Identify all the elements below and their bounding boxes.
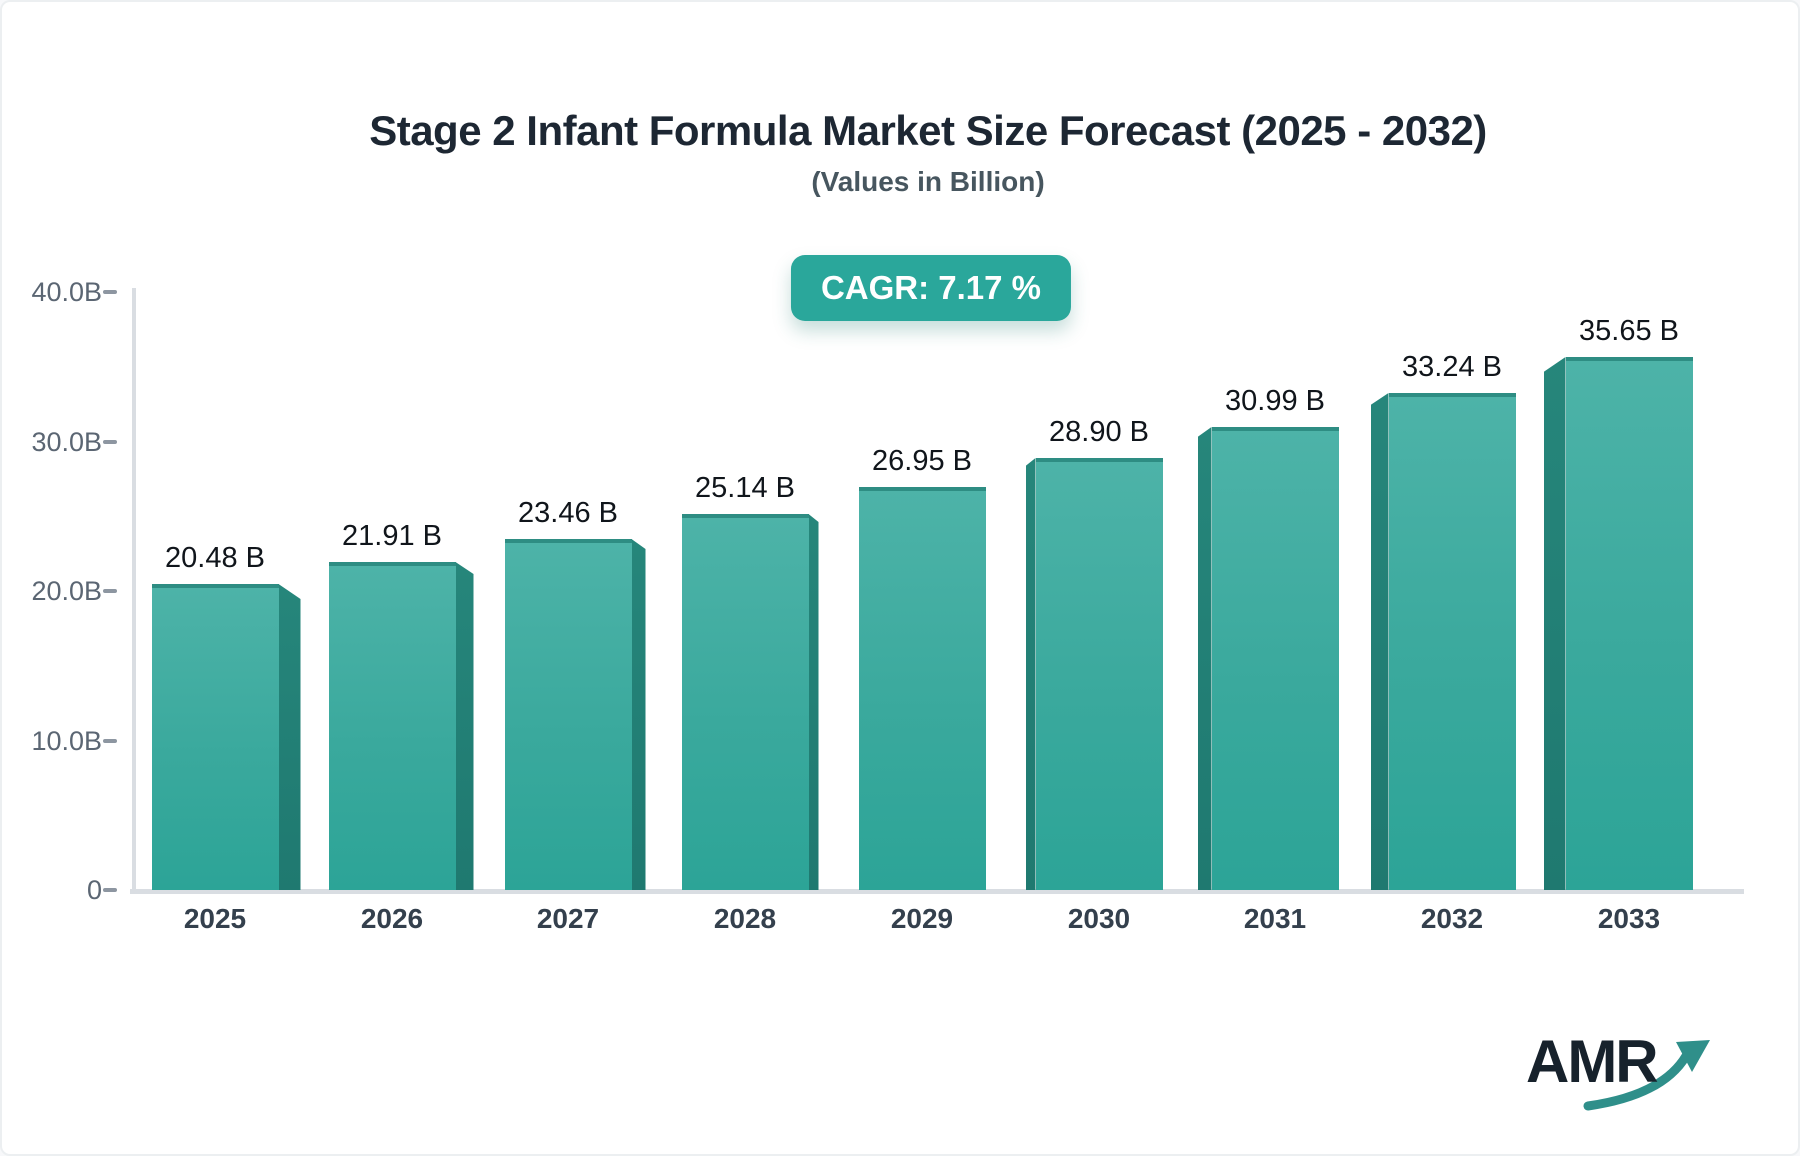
- x-axis-line: [130, 889, 1744, 894]
- bar-side-face-2033: [1543, 357, 1566, 890]
- x-axis-label-2027: 2027: [536, 903, 600, 934]
- bar-value-label-2031: 30.99 B: [1225, 385, 1325, 417]
- bar-side-face-2028: [808, 514, 819, 890]
- amr-logo: AMR: [1526, 1032, 1726, 1118]
- growth-arrow-icon: [1583, 1040, 1710, 1111]
- bar-value-label-2033: 35.65 B: [1579, 315, 1679, 347]
- bar-2033: [1565, 357, 1693, 890]
- y-axis-tick-mark: [103, 290, 117, 294]
- y-axis-line: [132, 288, 136, 894]
- y-axis-tick-label: 40.0B: [31, 277, 102, 307]
- bar-side-face-2025: [278, 584, 301, 890]
- x-axis-label-2031: 2031: [1243, 903, 1307, 934]
- bar-side-face-2026: [455, 562, 474, 890]
- bar-value-label-2028: 25.14 B: [695, 472, 795, 504]
- x-axis-label-2032: 2032: [1420, 903, 1484, 934]
- y-axis-tick-label: 10.0B: [31, 725, 102, 756]
- bar-value-label-2030: 28.90 B: [1049, 416, 1149, 448]
- y-axis-tick-mark: [103, 738, 117, 743]
- bar-2030: [1035, 458, 1163, 890]
- bar-side-face-2027: [631, 539, 646, 890]
- y-axis-tick-mark: [103, 589, 117, 593]
- bar-value-label-2029: 26.95 B: [872, 445, 972, 477]
- x-axis-label-2028: 2028: [713, 903, 777, 934]
- x-axis-label-2025: 2025: [183, 903, 247, 934]
- x-axis-label-2026: 2026: [360, 903, 424, 934]
- bar-value-label-2032: 33.24 B: [1402, 351, 1502, 383]
- bar-2025: [151, 584, 279, 890]
- amr-logo-text: AMR: [1526, 1028, 1659, 1095]
- x-axis-label-2029: 2029: [890, 903, 954, 934]
- chart-subtitle: (Values in Billion): [811, 166, 1045, 198]
- bar-side-face-2031: [1197, 427, 1212, 890]
- bar-2026: [328, 562, 456, 890]
- bar-side-face-2030: [1025, 458, 1036, 890]
- bar-2029: [858, 487, 986, 890]
- bar-2031: [1211, 427, 1339, 890]
- cagr-badge: CAGR: 7.17 %: [790, 255, 1072, 321]
- x-axis-label-2033: 2033: [1597, 903, 1661, 934]
- y-axis-tick-label: 30.0B: [31, 426, 102, 457]
- y-axis-tick-mark: [103, 439, 117, 444]
- y-axis-tick-label: 0: [86, 875, 102, 905]
- bar-2027: [504, 539, 632, 890]
- x-axis-label-2030: 2030: [1067, 903, 1131, 934]
- chart-header: Stage 2 Infant Formula Market Size Forec…: [30, 107, 1798, 198]
- bar-2032: [1388, 393, 1516, 890]
- bar-value-label-2026: 21.91 B: [342, 520, 442, 552]
- bar-value-label-2025: 20.48 B: [165, 542, 265, 574]
- bar-side-face-2032: [1370, 393, 1389, 890]
- y-axis-tick-label: 20.0B: [31, 576, 102, 606]
- y-axis-tick-mark: [103, 888, 117, 892]
- bar-2028: [681, 514, 809, 890]
- bar-value-label-2027: 23.46 B: [518, 497, 618, 529]
- chart-title: Stage 2 Infant Formula Market Size Forec…: [369, 107, 1487, 154]
